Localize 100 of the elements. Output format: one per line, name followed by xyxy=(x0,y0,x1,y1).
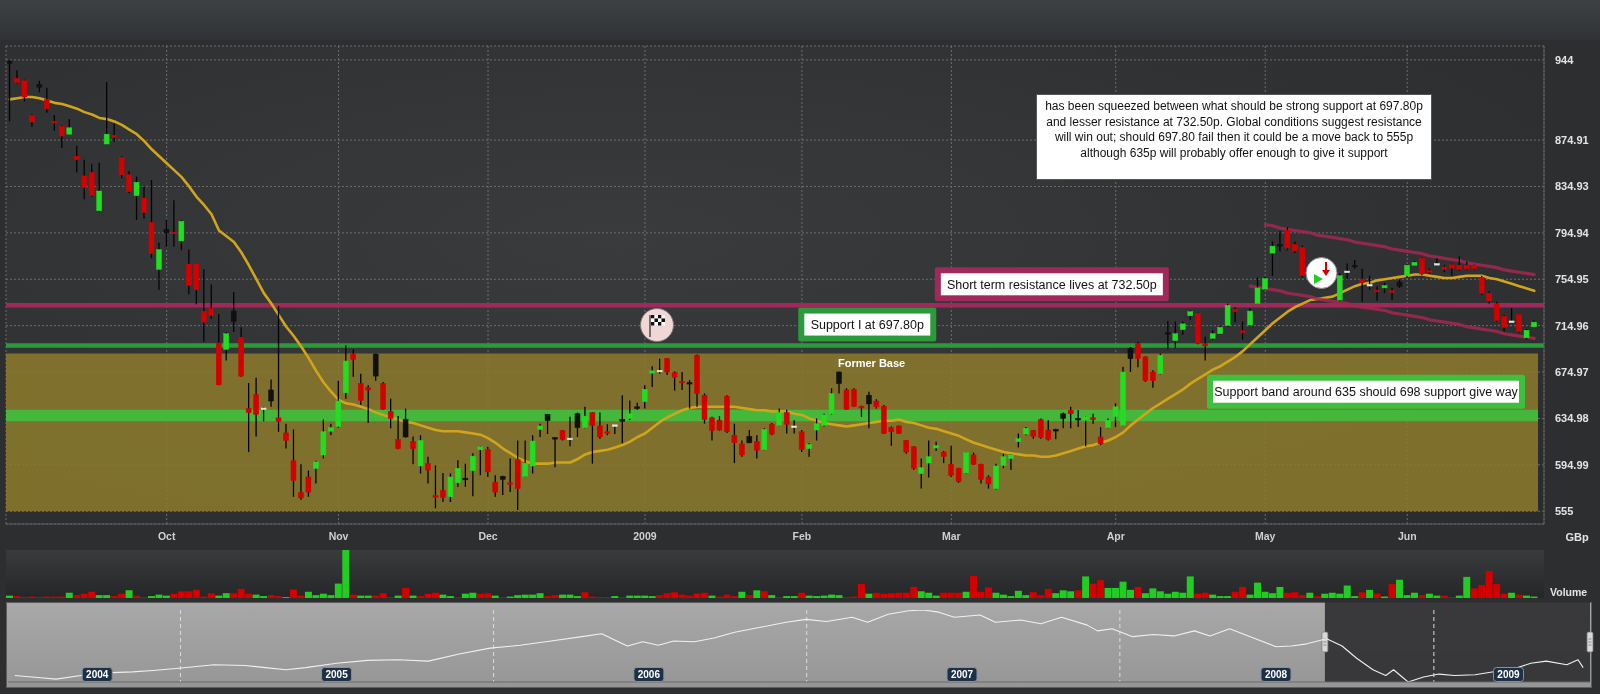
candlestick xyxy=(111,123,117,143)
bar xyxy=(402,587,410,598)
candlestick xyxy=(911,445,917,471)
y-tick-label: 874.91 xyxy=(1555,134,1589,147)
x-tick-label: Apr xyxy=(1106,530,1125,542)
candlestick xyxy=(74,145,80,174)
x-tick-label: Oct xyxy=(157,530,176,542)
ref-line-label: Support I at 697.80p xyxy=(810,318,924,333)
bar xyxy=(745,595,753,598)
bar xyxy=(760,591,768,598)
ref-line-label: Short term resistance lives at 732.50p xyxy=(946,277,1157,292)
candlestick xyxy=(402,407,409,439)
candlestick xyxy=(485,446,491,478)
candlestick xyxy=(783,409,790,435)
candlestick xyxy=(836,370,842,395)
bar xyxy=(1082,576,1090,598)
candlestick xyxy=(798,429,805,453)
x-tick-label: 2005 xyxy=(325,669,349,680)
x-tick-label: 2004 xyxy=(86,669,109,680)
candlestick xyxy=(641,384,648,410)
candlestick xyxy=(649,365,655,388)
y-axis-title: GBp xyxy=(1565,531,1589,543)
y-tick-label: 944 xyxy=(1555,53,1575,66)
candlestick xyxy=(44,87,50,114)
x-tick-label: Jun xyxy=(1397,530,1417,542)
band-label: Support band around 635 should 698 support give way xyxy=(1214,385,1519,400)
candlestick xyxy=(918,457,924,490)
candlestick xyxy=(156,242,162,291)
candlestick xyxy=(290,428,297,498)
candlestick xyxy=(866,391,872,429)
candlestick xyxy=(806,442,812,458)
candlestick xyxy=(350,348,357,378)
candlestick xyxy=(223,331,229,362)
candlestick xyxy=(395,415,401,450)
candlestick xyxy=(477,445,484,476)
candlestick xyxy=(1374,285,1380,302)
candlestick xyxy=(6,59,13,123)
bar xyxy=(1358,592,1366,598)
candlestick xyxy=(372,352,379,382)
bar xyxy=(1508,592,1516,598)
candlestick xyxy=(81,159,87,200)
bar xyxy=(753,590,761,598)
candlestick xyxy=(1232,306,1238,323)
bar xyxy=(1134,586,1142,598)
candlestick xyxy=(754,434,760,460)
band-label: Former Base xyxy=(837,357,906,370)
y-tick-label: 714.96 xyxy=(1555,319,1589,332)
candlestick xyxy=(425,456,431,485)
annotation: has been squeezed between what should be strong support at 697.80p and lesser resistance at 732.50p. Global conditions suggest resistance will win out; should 697.80 fail then it could be a move back to 555p although 635p will probably offer enough to give it support xyxy=(1036,94,1432,180)
candlestick xyxy=(462,463,469,488)
candlestick xyxy=(283,422,289,450)
candlestick xyxy=(1434,257,1440,267)
bar xyxy=(768,595,776,598)
bar xyxy=(1306,592,1314,598)
x-tick-label: 2008 xyxy=(1264,669,1288,680)
candlestick xyxy=(1277,230,1283,252)
line-series xyxy=(1263,223,1536,277)
bar xyxy=(962,591,970,598)
x-tick-label: 2007 xyxy=(950,669,974,680)
candlestick xyxy=(537,422,543,438)
candlestick xyxy=(574,411,581,438)
candlestick xyxy=(103,81,110,146)
bar xyxy=(1373,593,1381,598)
candlestick xyxy=(686,379,693,410)
x-tick-label: 2009 xyxy=(633,530,657,542)
x-tick-label: Dec xyxy=(478,530,498,542)
y-tick-label: 834.93 xyxy=(1555,180,1589,193)
y-tick-label: 754.95 xyxy=(1555,273,1589,286)
candlestick xyxy=(1165,320,1171,349)
x-tick-label: 2006 xyxy=(637,669,661,680)
candlestick xyxy=(1224,302,1231,328)
y-axis-title: Volume xyxy=(1550,586,1588,598)
candlestick xyxy=(410,435,416,465)
bar xyxy=(1074,590,1082,598)
bar xyxy=(798,592,806,598)
candlestick xyxy=(268,378,274,408)
candlestick xyxy=(275,305,282,433)
candlestick xyxy=(133,175,140,221)
candlestick xyxy=(567,416,573,447)
candlestick xyxy=(731,422,738,464)
bar xyxy=(1418,595,1426,598)
bar xyxy=(865,593,873,598)
candlestick xyxy=(1127,346,1134,373)
y-tick-label: 794.94 xyxy=(1555,226,1590,239)
candlestick xyxy=(230,291,237,333)
y-tick-label: 674.97 xyxy=(1555,366,1589,379)
y-tick-label: 634.98 xyxy=(1555,412,1589,425)
candlestick xyxy=(1516,313,1522,334)
x-tick-label: May xyxy=(1255,530,1276,542)
candlestick xyxy=(963,451,969,475)
candlestick xyxy=(1090,413,1096,425)
x-tick-label: Mar xyxy=(942,530,961,542)
bar xyxy=(65,592,73,598)
candlestick xyxy=(387,398,394,429)
candlestick xyxy=(178,219,185,251)
candlestick xyxy=(507,457,513,493)
bar xyxy=(1388,584,1396,598)
candlestick xyxy=(88,163,95,198)
bar xyxy=(738,591,746,598)
x-tick-label: Feb xyxy=(792,530,812,542)
